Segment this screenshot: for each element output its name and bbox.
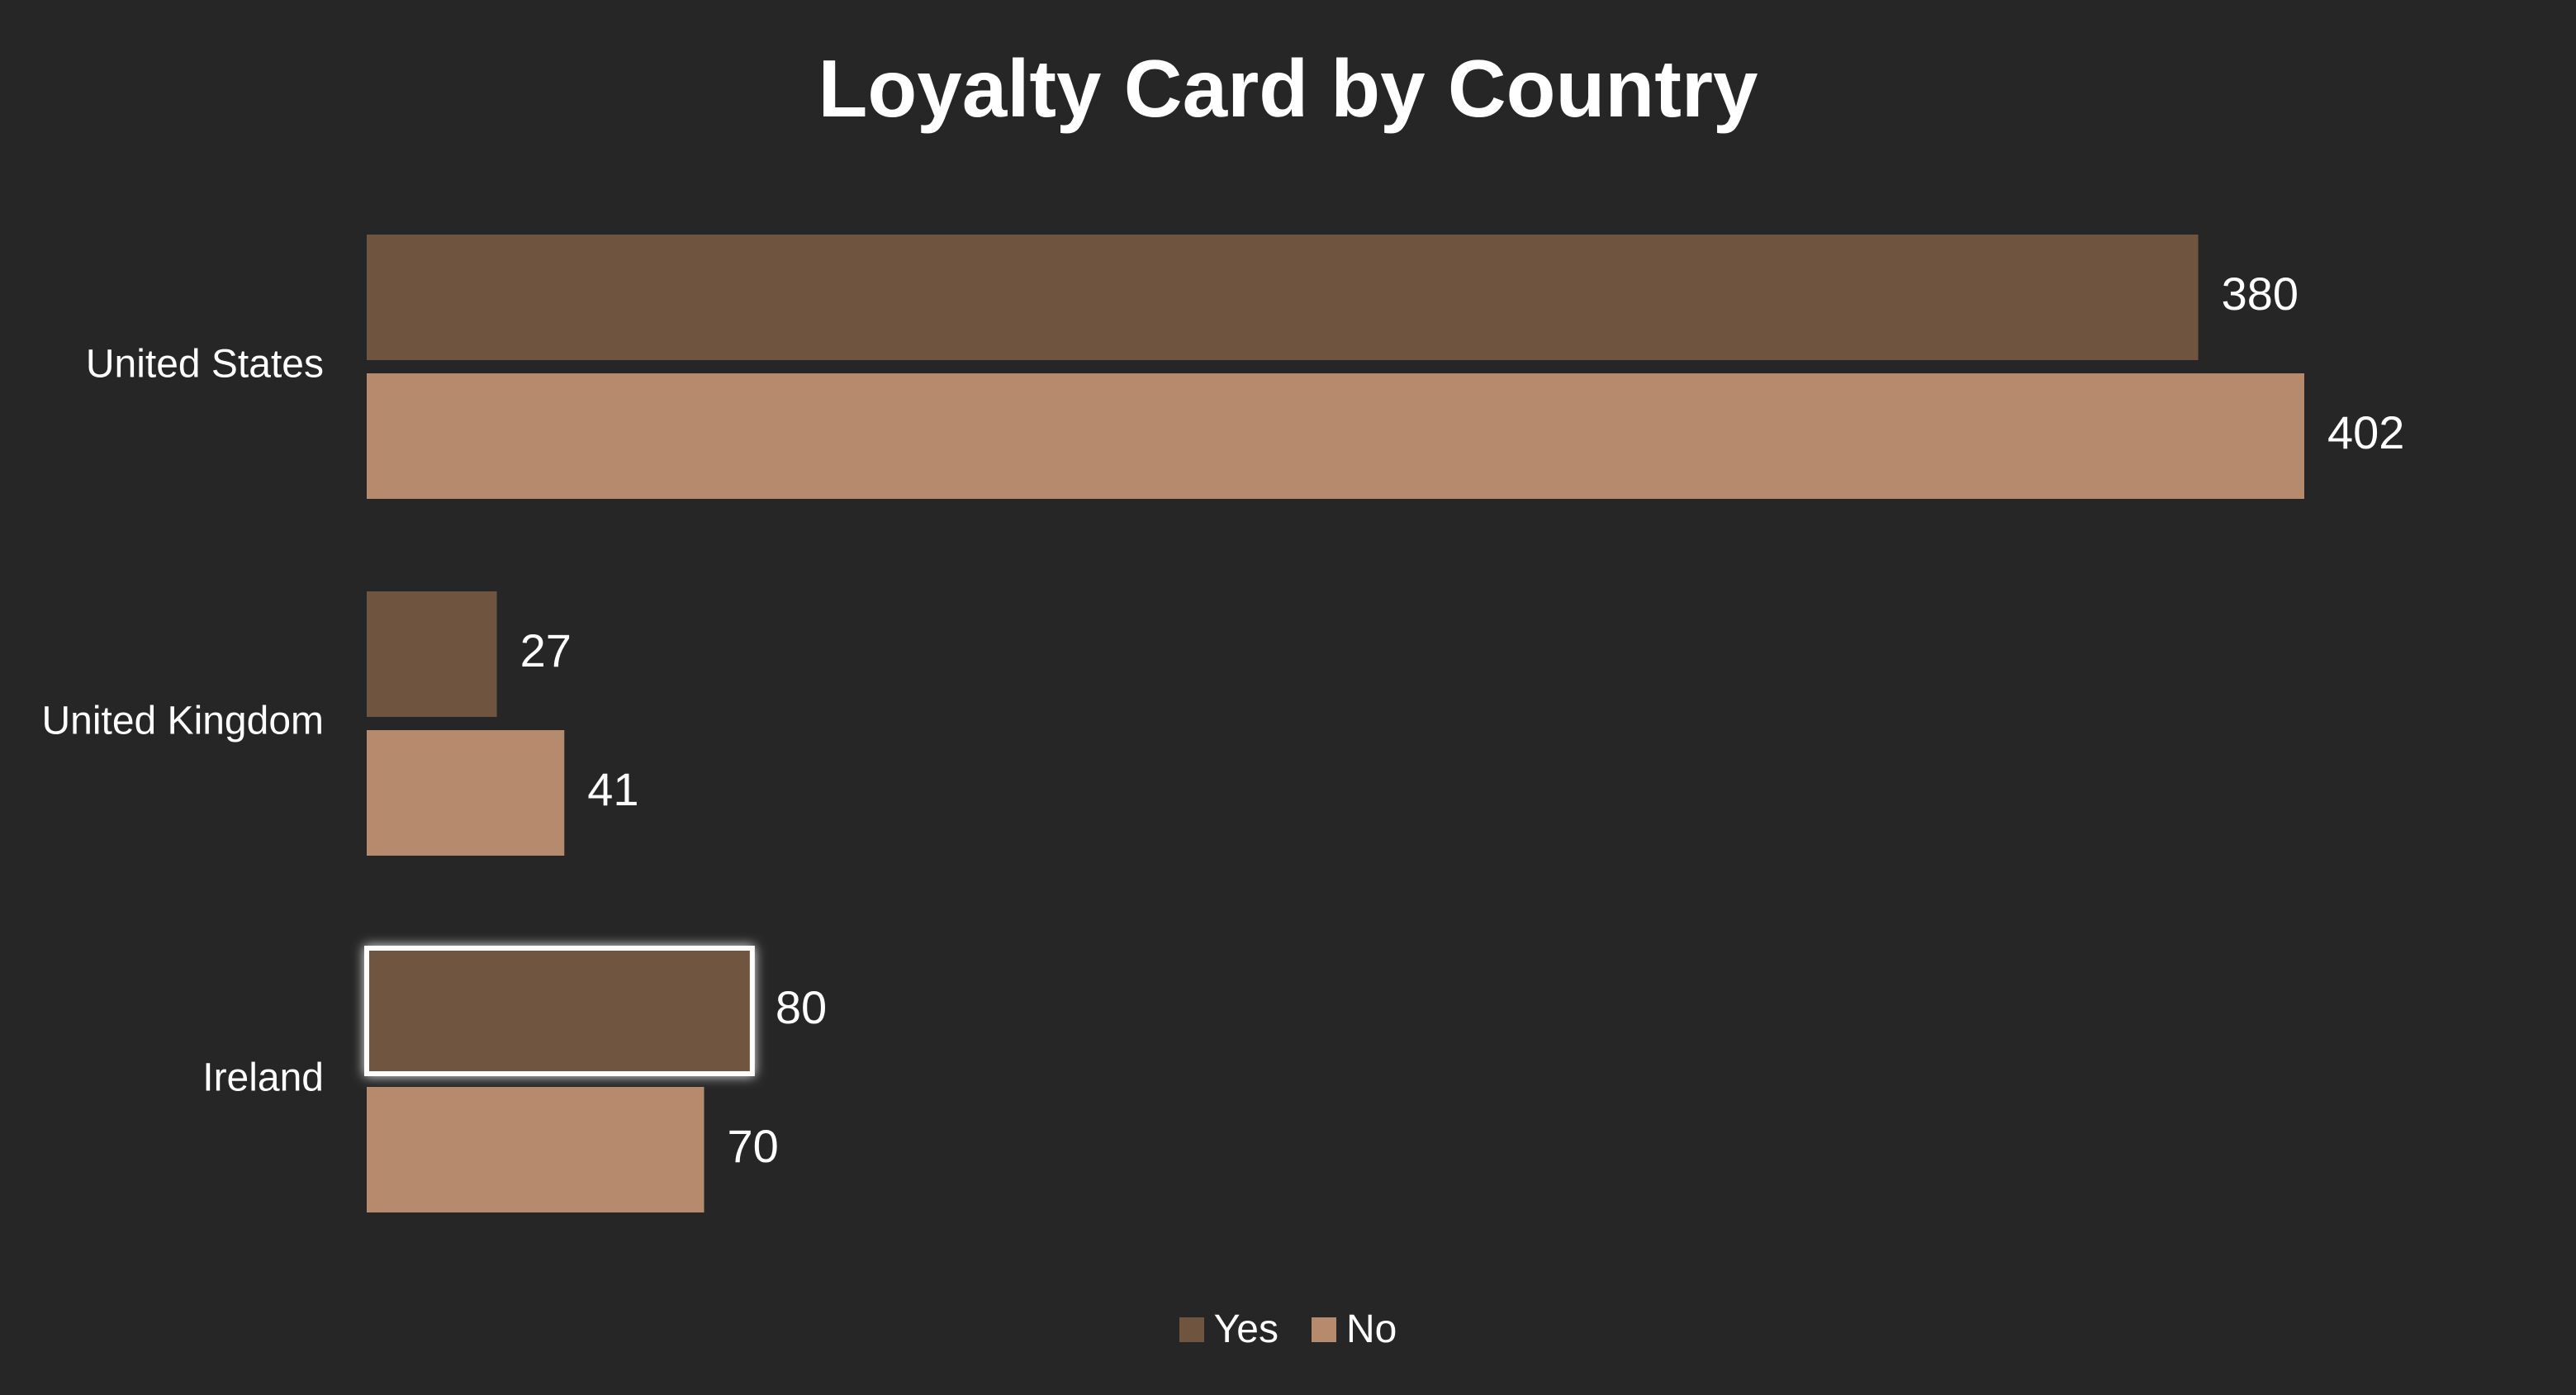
bar-no[interactable] — [367, 373, 2304, 499]
data-label: 380 — [2222, 268, 2298, 320]
bar-yes[interactable] — [364, 946, 755, 1076]
legend-swatch-no — [1311, 1317, 1336, 1342]
bar-yes[interactable] — [367, 235, 2199, 360]
category-label: United States — [86, 343, 324, 387]
data-label: 80 — [776, 981, 827, 1033]
category-label: Ireland — [202, 1056, 324, 1100]
legend-swatch-yes — [1179, 1317, 1204, 1342]
legend-item-yes[interactable]: Yes — [1179, 1305, 1279, 1355]
data-label: 27 — [520, 624, 572, 676]
legend-label-yes: Yes — [1213, 1307, 1279, 1351]
category-label: United Kingdom — [41, 700, 324, 743]
bar-yes[interactable] — [367, 591, 497, 717]
data-label: 70 — [728, 1120, 779, 1172]
data-label: 402 — [2327, 406, 2404, 458]
bar-no[interactable] — [367, 1087, 704, 1212]
legend: Yes No — [0, 1305, 2576, 1355]
legend-item-no[interactable]: No — [1311, 1305, 1397, 1355]
legend-label-no: No — [1345, 1307, 1397, 1351]
chart-title: Loyalty Card by Country — [818, 43, 1758, 134]
bar-no[interactable] — [367, 730, 565, 856]
data-label: 41 — [587, 763, 638, 815]
